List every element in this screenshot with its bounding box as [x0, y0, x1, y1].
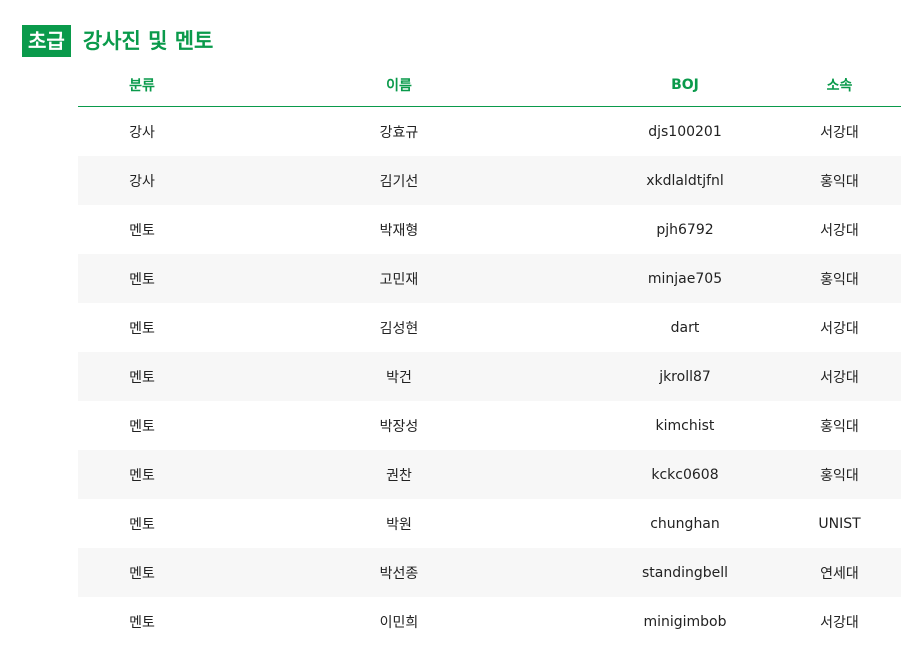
- section-heading: 초급 강사진 및 멘토: [22, 25, 213, 57]
- cell-affiliation: 홍익대: [778, 156, 901, 205]
- table-header: 분류 이름 BOJ 소속: [78, 64, 901, 107]
- table-row: 멘토 고민재 minjae705 홍익대: [78, 254, 901, 303]
- header-row: 분류 이름 BOJ 소속: [78, 64, 901, 107]
- cell-name: 박건: [206, 352, 592, 401]
- table-row: 멘토 김성현 dart 서강대: [78, 303, 901, 352]
- cell-category: 강사: [78, 156, 206, 205]
- cell-boj-handle: kimchist: [655, 417, 715, 434]
- cell-boj-handle: dart: [670, 319, 700, 336]
- staff-table: 분류 이름 BOJ 소속 강사 강효규 djs100201 서강대 강사 김기선 xkdla…: [78, 64, 901, 646]
- cell-name: 박장성: [379, 418, 419, 435]
- cell-name: 강효규: [379, 124, 419, 141]
- table-body: 강사 강효규 djs100201 서강대 강사 김기선 xkdlaldtjfnl 홍익대 멘토 박…: [78, 107, 901, 647]
- cell-name: 김기선: [206, 156, 592, 205]
- cell-boj-handle: chunghan: [650, 515, 720, 532]
- cell-affiliation: 서강대: [820, 614, 859, 631]
- cell-boj-handle: jkroll87: [592, 352, 778, 401]
- cell-affiliation: 홍익대: [778, 254, 901, 303]
- cell-name: 이민희: [379, 614, 419, 631]
- cell-boj-handle: minjae705: [592, 254, 778, 303]
- cell-name: 박재형: [379, 222, 419, 239]
- cell-category: 멘토: [78, 352, 206, 401]
- table-row: 멘토 박선종 standingbell 연세대: [78, 548, 901, 597]
- cell-category: 강사: [129, 124, 155, 141]
- cell-name: 김성현: [379, 320, 419, 337]
- cell-affiliation: 홍익대: [778, 450, 901, 499]
- cell-affiliation: 홍익대: [820, 418, 859, 435]
- cell-boj-handle: minigimbob: [643, 613, 727, 630]
- table-row: 멘토 권찬 kckc0608 홍익대: [78, 450, 901, 499]
- column-header-name: 이름: [206, 64, 592, 107]
- table-row: 강사 김기선 xkdlaldtjfnl 홍익대: [78, 156, 901, 205]
- table-row: 강사 강효규 djs100201 서강대: [78, 107, 901, 157]
- column-header-affiliation: 소속: [778, 64, 901, 107]
- cell-boj-handle: kckc0608: [592, 450, 778, 499]
- cell-category: 멘토: [129, 614, 155, 631]
- cell-category: 멘토: [129, 222, 155, 239]
- cell-boj-handle: pjh6792: [656, 221, 714, 238]
- column-header-boj: BOJ: [592, 64, 778, 107]
- cell-affiliation: 서강대: [820, 320, 859, 337]
- cell-affiliation: 서강대: [820, 124, 859, 141]
- cell-affiliation: UNIST: [818, 515, 861, 532]
- cell-affiliation: 서강대: [820, 222, 859, 239]
- table-row: 멘토 이민희 minigimbob 서강대: [78, 597, 901, 646]
- cell-boj-handle: standingbell: [592, 548, 778, 597]
- cell-category: 멘토: [129, 320, 155, 337]
- cell-category: 멘토: [129, 418, 155, 435]
- table-row: 멘토 박장성 kimchist 홍익대: [78, 401, 901, 450]
- cell-category: 멘토: [78, 450, 206, 499]
- section-title: 강사진 및 멘토: [82, 29, 214, 53]
- cell-category: 멘토: [78, 548, 206, 597]
- cell-affiliation: 서강대: [778, 352, 901, 401]
- cell-category: 멘토: [78, 254, 206, 303]
- table-row: 멘토 박원 chunghan UNIST: [78, 499, 901, 548]
- cell-name: 박원: [386, 516, 412, 533]
- table-row: 멘토 박건 jkroll87 서강대: [78, 352, 901, 401]
- cell-name: 고민재: [206, 254, 592, 303]
- cell-affiliation: 연세대: [778, 548, 901, 597]
- table-row: 멘토 박재형 pjh6792 서강대: [78, 205, 901, 254]
- cell-name: 권찬: [206, 450, 592, 499]
- cell-boj-handle: djs100201: [648, 123, 722, 140]
- cell-boj-handle: xkdlaldtjfnl: [592, 156, 778, 205]
- cell-name: 박선종: [206, 548, 592, 597]
- level-badge: 초급: [22, 25, 71, 57]
- cell-category: 멘토: [129, 516, 155, 533]
- column-header-category: 분류: [78, 64, 206, 107]
